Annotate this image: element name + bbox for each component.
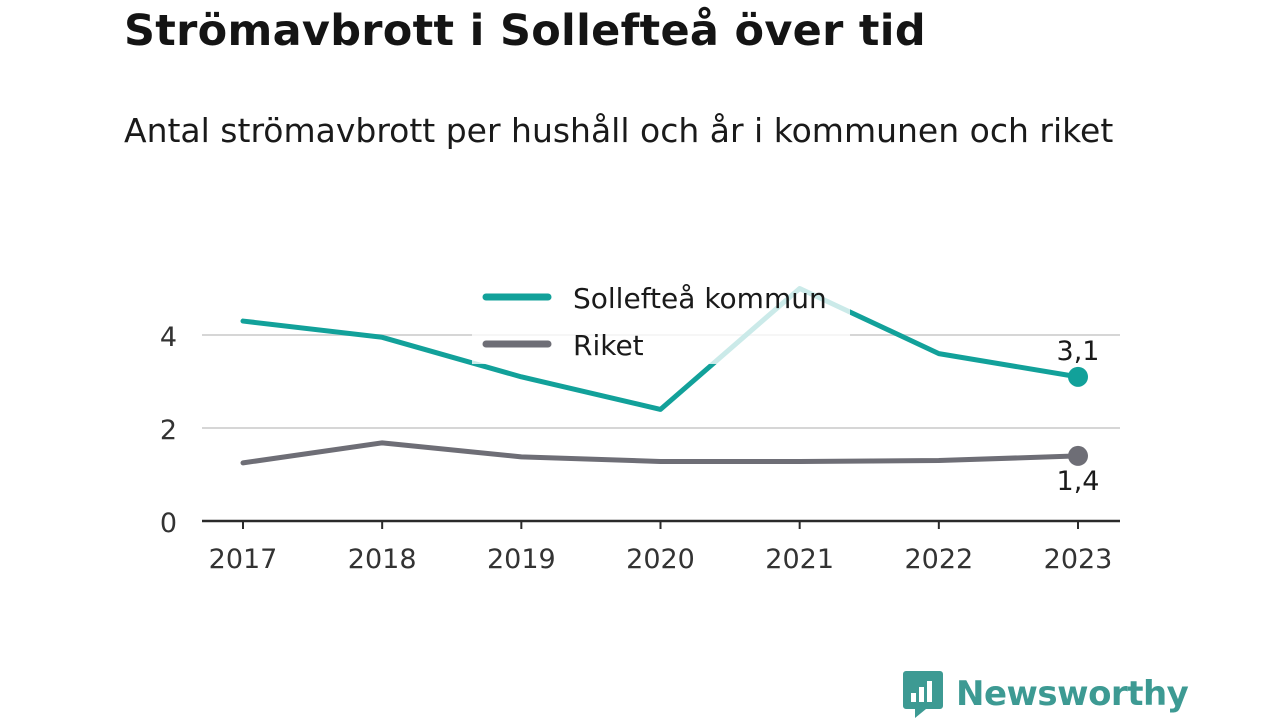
end-value-label: 1,4 (1057, 466, 1100, 497)
y-tick-label: 0 (160, 508, 177, 539)
series-lines (240, 286, 1088, 466)
x-tick-label: 2017 (209, 544, 278, 575)
legend-label: Riket (573, 329, 644, 362)
x-tick-label: 2022 (904, 544, 973, 575)
end-labels: 3,1 1,4 (1057, 336, 1100, 497)
x-tick-label: 2023 (1044, 544, 1113, 575)
newsworthy-logo-icon (903, 671, 943, 718)
legend: Sollefteå kommun Riket (472, 272, 850, 364)
chart-subtitle: Antal strömavbrott per hushåll och år i … (124, 111, 1114, 150)
newsworthy-logo: Newsworthy (902, 668, 1189, 720)
series-line-riket (240, 440, 1081, 466)
x-tick-label: 2021 (765, 544, 834, 575)
x-tick-label: 2019 (487, 544, 556, 575)
end-marker (1068, 445, 1088, 466)
y-tick-label: 4 (160, 322, 177, 353)
x-tick-label: 2020 (626, 544, 695, 575)
axes: 0 2 4 2017 2018 2019 2020 2021 2022 2023 (160, 322, 1120, 575)
end-marker (1068, 366, 1088, 387)
legend-background (472, 272, 850, 364)
y-tick-label: 2 (160, 415, 177, 446)
x-tick-label: 2018 (348, 544, 417, 575)
chart-title: Strömavbrott i Sollefteå över tid (124, 6, 926, 56)
brand-name: Newsworthy (956, 674, 1189, 714)
legend-label: Sollefteå kommun (573, 282, 827, 315)
end-value-label: 3,1 (1057, 336, 1100, 367)
